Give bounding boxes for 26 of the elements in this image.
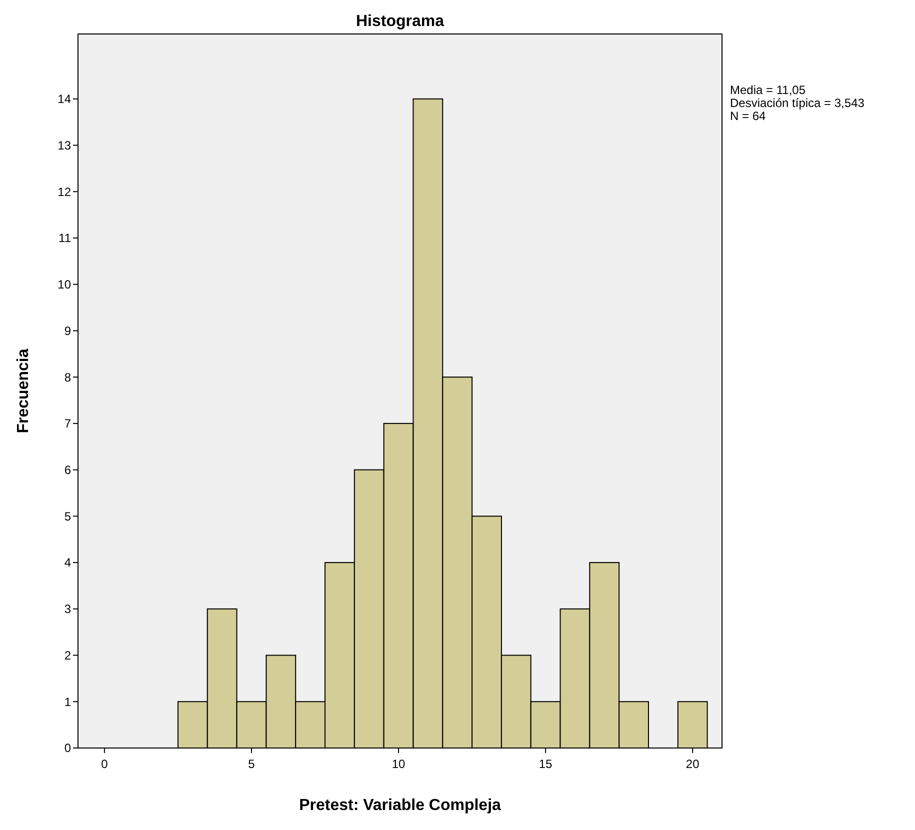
y-tick-label: 1 [64,694,72,709]
text: N = 64 [730,109,766,123]
y-tick-label: 14 [58,92,72,106]
y-tick-label: 12 [58,184,72,199]
y-tick-label: 8 [64,370,72,384]
text: Desviación típica = 3,543 [730,96,865,110]
y-tick-label: 4 [64,556,72,570]
y-axis-title: Frecuencia [15,348,32,434]
y-tick-label: 10 [58,278,72,292]
x-tick-label: 5 [248,757,256,771]
y-tick-label: 13 [58,138,72,152]
y-tick-label: 11 [58,231,72,246]
y-tick-label: 2 [64,648,72,662]
y-tick-label: 9 [64,324,72,338]
x-tick-label: 15 [538,757,553,771]
x-tick-label: 10 [392,757,406,771]
y-tick-label: 5 [64,509,72,524]
y-tick-label: 6 [64,463,72,478]
chart-title: Histograma [356,13,444,30]
text: Media = 11,05 [730,83,806,97]
y-tick-label: 0 [64,741,72,756]
y-tick-label: 7 [64,416,72,431]
x-axis-title: Pretest: Variable Compleja [299,797,502,814]
x-tick-label: 0 [101,757,108,771]
y-tick-label: 3 [64,602,72,616]
x-tick-label: 20 [686,757,700,771]
